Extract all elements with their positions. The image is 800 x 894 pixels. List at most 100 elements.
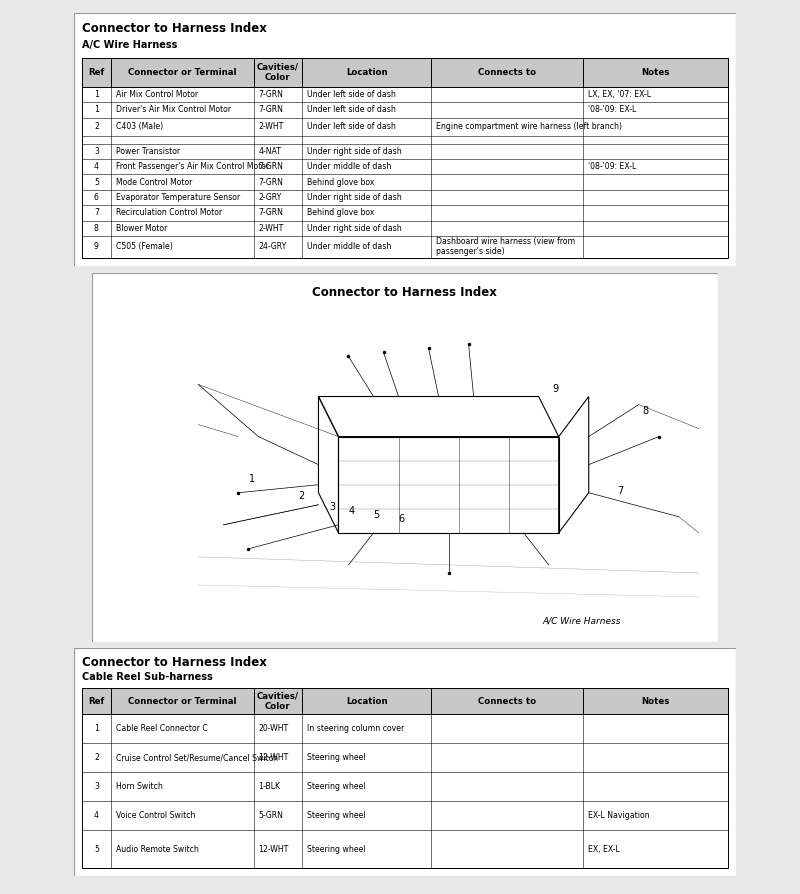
Text: Steering wheel: Steering wheel <box>306 812 366 821</box>
Text: Recirculation Control Motor: Recirculation Control Motor <box>116 208 222 217</box>
Text: Connector to Harness Index: Connector to Harness Index <box>82 22 266 35</box>
Text: In steering column cover: In steering column cover <box>306 724 404 733</box>
Text: Cable Reel Sub-harness: Cable Reel Sub-harness <box>82 672 212 682</box>
Text: 3: 3 <box>94 147 99 156</box>
Text: 8: 8 <box>642 406 649 416</box>
Text: Mode Control Motor: Mode Control Motor <box>116 178 192 187</box>
Text: Steering wheel: Steering wheel <box>306 845 366 854</box>
Text: Connects to: Connects to <box>478 696 536 705</box>
Text: Steering wheel: Steering wheel <box>306 782 366 791</box>
Text: Audio Remote Switch: Audio Remote Switch <box>116 845 198 854</box>
Bar <box>82 801 728 831</box>
Text: 7: 7 <box>94 208 99 217</box>
Text: C403 (Male): C403 (Male) <box>116 122 163 131</box>
Bar <box>82 688 728 714</box>
Text: Under right side of dash: Under right side of dash <box>306 224 402 232</box>
Bar <box>82 743 728 772</box>
Bar <box>82 144 728 159</box>
Text: 5: 5 <box>94 178 99 187</box>
Text: Cavities/
Color: Cavities/ Color <box>257 63 298 82</box>
Bar <box>82 190 728 206</box>
Bar <box>82 714 728 743</box>
Text: Ref: Ref <box>88 68 105 77</box>
Text: 2: 2 <box>298 491 305 501</box>
Text: 4-NAT: 4-NAT <box>258 147 281 156</box>
Text: C505 (Female): C505 (Female) <box>116 242 173 251</box>
Text: Under middle of dash: Under middle of dash <box>306 242 391 251</box>
Text: 3: 3 <box>330 502 336 512</box>
Bar <box>82 87 728 102</box>
Text: Connector or Terminal: Connector or Terminal <box>128 68 237 77</box>
Text: 8: 8 <box>94 224 99 232</box>
Text: Behind glove box: Behind glove box <box>306 178 374 187</box>
Text: 9: 9 <box>552 384 558 394</box>
Text: 3: 3 <box>94 782 99 791</box>
Text: 12-WHT: 12-WHT <box>258 845 289 854</box>
Text: Location: Location <box>346 696 387 705</box>
Bar <box>82 174 728 190</box>
Text: Driver's Air Mix Control Motor: Driver's Air Mix Control Motor <box>116 105 231 114</box>
Text: Dashboard wire harness (view from
passenger's side): Dashboard wire harness (view from passen… <box>436 237 575 257</box>
Text: 7-GRN: 7-GRN <box>258 163 283 172</box>
Bar <box>82 236 728 257</box>
Text: Horn Switch: Horn Switch <box>116 782 162 791</box>
Text: Blower Motor: Blower Motor <box>116 224 167 232</box>
Text: '08-'09: EX-L: '08-'09: EX-L <box>588 105 636 114</box>
Text: 7-GRN: 7-GRN <box>258 90 283 99</box>
Bar <box>82 831 728 868</box>
Text: 2-GRY: 2-GRY <box>258 193 282 202</box>
Text: Steering wheel: Steering wheel <box>306 754 366 763</box>
Text: Notes: Notes <box>642 68 670 77</box>
Text: Under left side of dash: Under left side of dash <box>306 122 395 131</box>
Text: Evaporator Temperature Sensor: Evaporator Temperature Sensor <box>116 193 240 202</box>
Text: A/C Wire Harness: A/C Wire Harness <box>82 40 177 50</box>
Text: 7: 7 <box>618 485 624 495</box>
Text: Connector to Harness Index: Connector to Harness Index <box>82 656 266 669</box>
Bar <box>82 136 728 144</box>
Text: 5: 5 <box>94 845 99 854</box>
Text: Power Transistor: Power Transistor <box>116 147 180 156</box>
Text: Location: Location <box>346 68 387 77</box>
Text: EX, EX-L: EX, EX-L <box>588 845 620 854</box>
Text: Ref: Ref <box>88 696 105 705</box>
Text: 1: 1 <box>94 724 99 733</box>
Bar <box>82 102 728 117</box>
Text: Cavities/
Color: Cavities/ Color <box>257 691 298 711</box>
Bar <box>82 58 728 87</box>
Bar <box>82 206 728 221</box>
Text: 1: 1 <box>94 105 99 114</box>
Text: 7-GRN: 7-GRN <box>258 208 283 217</box>
Text: Air Mix Control Motor: Air Mix Control Motor <box>116 90 198 99</box>
Text: 6: 6 <box>94 193 99 202</box>
Text: 1: 1 <box>94 90 99 99</box>
Text: '08-'09: EX-L: '08-'09: EX-L <box>588 163 636 172</box>
Text: Behind glove box: Behind glove box <box>306 208 374 217</box>
Text: 7-GRN: 7-GRN <box>258 105 283 114</box>
Text: 1: 1 <box>249 475 254 485</box>
Text: Front Passenger's Air Mix Control Motor: Front Passenger's Air Mix Control Motor <box>116 163 269 172</box>
Bar <box>82 688 728 868</box>
Text: Under left side of dash: Under left side of dash <box>306 105 395 114</box>
Text: A/C Wire Harness: A/C Wire Harness <box>542 616 621 625</box>
Text: 1-BLK: 1-BLK <box>258 782 280 791</box>
Text: Cable Reel Connector C: Cable Reel Connector C <box>116 724 208 733</box>
Bar <box>82 221 728 236</box>
Text: 2: 2 <box>94 754 99 763</box>
Text: 20-WHT: 20-WHT <box>258 724 289 733</box>
Text: Under right side of dash: Under right side of dash <box>306 193 402 202</box>
Text: Notes: Notes <box>642 696 670 705</box>
Text: 4: 4 <box>94 163 99 172</box>
Text: 2: 2 <box>94 122 99 131</box>
Text: Under left side of dash: Under left side of dash <box>306 90 395 99</box>
Bar <box>82 117 728 136</box>
Text: 9: 9 <box>94 242 99 251</box>
Bar <box>82 772 728 801</box>
Text: Cruise Control Set/Resume/Cancel Switch: Cruise Control Set/Resume/Cancel Switch <box>116 754 278 763</box>
Text: 2-WHT: 2-WHT <box>258 122 283 131</box>
Bar <box>82 159 728 174</box>
Text: 2-WHT: 2-WHT <box>258 224 283 232</box>
Text: Connector or Terminal: Connector or Terminal <box>128 696 237 705</box>
Text: Voice Control Switch: Voice Control Switch <box>116 812 195 821</box>
Text: 5: 5 <box>374 510 380 519</box>
Text: 4: 4 <box>349 506 354 516</box>
